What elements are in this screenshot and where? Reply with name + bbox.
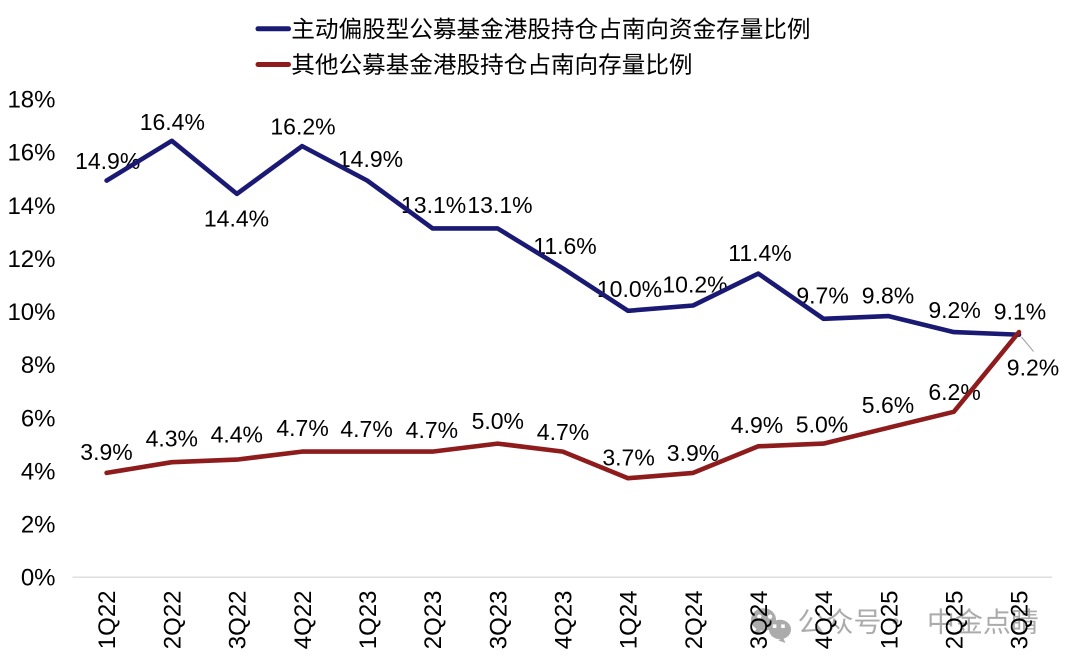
svg-text:6%: 6%: [21, 405, 56, 432]
svg-text:3.7%: 3.7%: [602, 445, 654, 471]
svg-text:4.4%: 4.4%: [211, 422, 263, 448]
svg-text:6.2%: 6.2%: [928, 379, 980, 405]
svg-text:14.4%: 14.4%: [204, 206, 269, 232]
svg-text:4%: 4%: [21, 459, 56, 486]
svg-text:13.1%: 13.1%: [467, 192, 532, 218]
svg-text:1Q22: 1Q22: [94, 590, 121, 649]
svg-text:4Q22: 4Q22: [290, 590, 317, 649]
svg-text:18%: 18%: [7, 87, 55, 114]
svg-text:2Q24: 2Q24: [681, 590, 708, 649]
svg-text:14.9%: 14.9%: [338, 146, 403, 172]
svg-text:3Q24: 3Q24: [746, 590, 773, 649]
svg-text:14%: 14%: [7, 193, 55, 220]
svg-text:0%: 0%: [21, 565, 56, 592]
svg-text:4.7%: 4.7%: [537, 419, 589, 445]
svg-text:2%: 2%: [21, 512, 56, 539]
svg-text:4Q23: 4Q23: [550, 590, 577, 649]
svg-text:5.6%: 5.6%: [862, 392, 914, 418]
svg-text:12%: 12%: [7, 246, 55, 273]
svg-text:3Q22: 3Q22: [225, 590, 252, 649]
svg-text:5.0%: 5.0%: [796, 412, 848, 438]
svg-text:16.2%: 16.2%: [270, 114, 335, 140]
svg-text:1Q24: 1Q24: [616, 590, 643, 649]
svg-text:2Q25: 2Q25: [942, 590, 969, 649]
svg-text:4.7%: 4.7%: [340, 416, 392, 442]
svg-text:10%: 10%: [7, 299, 55, 326]
svg-text:11.4%: 11.4%: [728, 240, 792, 266]
svg-text:4.7%: 4.7%: [276, 415, 328, 441]
svg-text:9.8%: 9.8%: [862, 282, 914, 308]
svg-text:8%: 8%: [21, 352, 56, 379]
svg-text:3Q23: 3Q23: [485, 590, 512, 649]
svg-text:9.2%: 9.2%: [1007, 355, 1059, 381]
svg-text:9.1%: 9.1%: [994, 299, 1046, 325]
svg-text:4.3%: 4.3%: [146, 426, 198, 452]
svg-text:3.9%: 3.9%: [80, 439, 132, 465]
svg-text:4.9%: 4.9%: [731, 412, 783, 438]
svg-text:14.9%: 14.9%: [75, 148, 140, 174]
svg-text:1Q25: 1Q25: [876, 590, 903, 649]
svg-text:9.2%: 9.2%: [928, 297, 980, 323]
svg-text:16.4%: 16.4%: [140, 109, 205, 135]
svg-text:1Q23: 1Q23: [355, 590, 382, 649]
svg-text:3.9%: 3.9%: [667, 440, 719, 466]
svg-text:3Q25: 3Q25: [1007, 590, 1034, 649]
svg-text:5.0%: 5.0%: [472, 408, 524, 434]
svg-text:4Q24: 4Q24: [811, 590, 838, 649]
svg-text:2Q22: 2Q22: [159, 590, 186, 649]
svg-text:2Q23: 2Q23: [420, 590, 447, 649]
svg-text:16%: 16%: [7, 140, 55, 167]
svg-text:4.7%: 4.7%: [406, 417, 458, 443]
